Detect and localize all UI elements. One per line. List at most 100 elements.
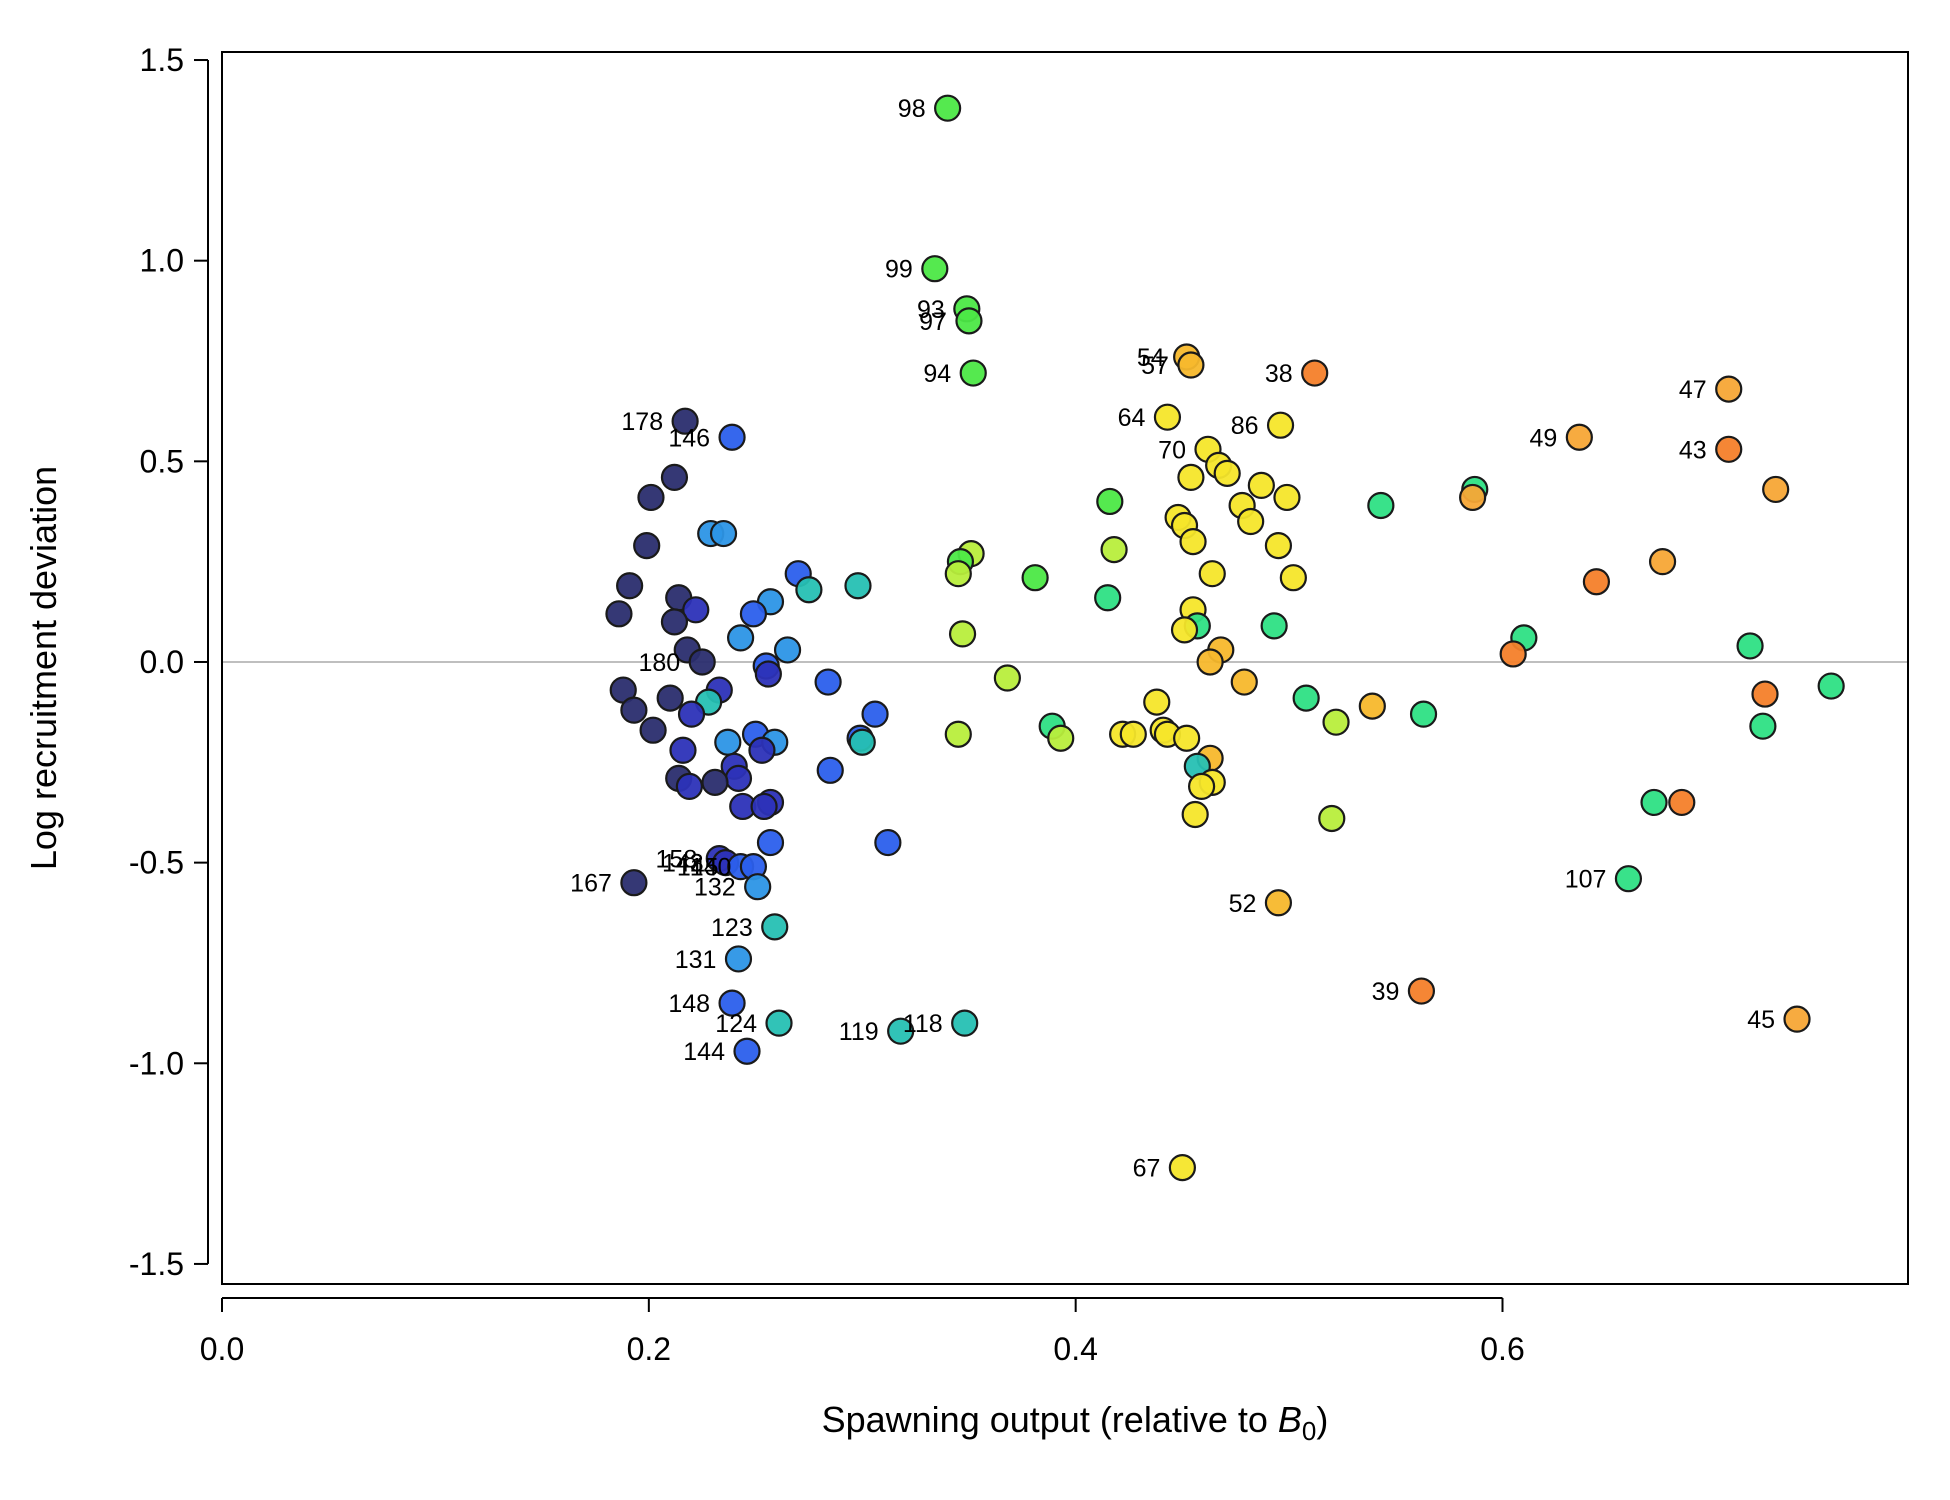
data-point bbox=[671, 407, 699, 435]
data-point bbox=[1237, 507, 1265, 536]
data-point bbox=[1170, 616, 1199, 644]
data-point bbox=[639, 716, 667, 744]
data-point bbox=[1213, 459, 1241, 487]
data-point bbox=[1499, 640, 1527, 668]
data-point bbox=[887, 1017, 915, 1045]
point-label: 52 bbox=[1229, 890, 1257, 918]
data-point bbox=[1230, 668, 1258, 696]
point-label: 167 bbox=[570, 870, 612, 898]
data-point bbox=[660, 463, 689, 491]
data-point bbox=[1648, 548, 1677, 576]
data-point bbox=[675, 772, 703, 800]
data-point bbox=[709, 519, 738, 548]
data-point bbox=[718, 423, 746, 451]
point-label: 119 bbox=[839, 1018, 879, 1046]
data-point bbox=[921, 255, 949, 283]
point-label: 99 bbox=[885, 256, 913, 284]
point-label: 178 bbox=[621, 408, 663, 436]
data-point bbox=[1153, 403, 1182, 431]
point-label: 93 bbox=[917, 296, 945, 324]
data-point bbox=[1565, 423, 1593, 451]
point-label: 86 bbox=[1231, 412, 1259, 440]
data-point bbox=[1409, 700, 1438, 728]
data-point bbox=[1047, 724, 1075, 752]
point-label: 140 bbox=[690, 854, 732, 882]
y-axis-title: Log recruitment deviation bbox=[23, 466, 64, 870]
data-point bbox=[656, 684, 684, 712]
data-point bbox=[1715, 435, 1743, 463]
data-point bbox=[756, 828, 785, 857]
point-label: 45 bbox=[1747, 1006, 1775, 1034]
data-point bbox=[1196, 648, 1224, 676]
data-point bbox=[1459, 483, 1487, 512]
data-point bbox=[637, 483, 665, 512]
point-label: 70 bbox=[1158, 436, 1186, 464]
y-tick-label: 0.5 bbox=[140, 443, 184, 479]
data-point bbox=[1173, 724, 1201, 752]
point-label: 148 bbox=[668, 990, 710, 1018]
point-label: 123 bbox=[711, 914, 753, 942]
data-point bbox=[1367, 491, 1395, 520]
data-point bbox=[1264, 889, 1293, 917]
point-label: 64 bbox=[1118, 404, 1146, 432]
data-point bbox=[701, 768, 729, 796]
data-point bbox=[1247, 471, 1275, 500]
y-tick-label: -0.5 bbox=[129, 845, 184, 881]
data-point bbox=[1266, 411, 1295, 439]
x-tick-label: 0.0 bbox=[200, 1331, 244, 1367]
point-label: 49 bbox=[1530, 424, 1558, 452]
points-layer bbox=[605, 94, 1845, 1182]
data-point bbox=[761, 913, 789, 941]
point-label: 94 bbox=[923, 360, 951, 388]
y-tick-label: 1.0 bbox=[140, 243, 184, 279]
point-label: 98 bbox=[898, 95, 926, 123]
data-point bbox=[616, 572, 644, 600]
data-point bbox=[948, 620, 977, 648]
data-point bbox=[1358, 692, 1386, 720]
data-point bbox=[718, 989, 746, 1017]
point-label: 158 bbox=[656, 846, 698, 874]
data-point bbox=[682, 596, 710, 624]
point-label: 146 bbox=[668, 424, 710, 452]
point-label: 118 bbox=[903, 1010, 943, 1038]
data-point bbox=[959, 359, 987, 387]
point-label: 67 bbox=[1133, 1155, 1161, 1183]
point-label: 124 bbox=[715, 1010, 757, 1038]
point-label: 57 bbox=[1141, 352, 1169, 380]
data-point bbox=[1640, 788, 1668, 817]
point-label: 39 bbox=[1372, 978, 1400, 1006]
data-point bbox=[1715, 375, 1743, 403]
x-axis: 0.0 0.2 0.4 0.6 bbox=[200, 1297, 1525, 1367]
data-point bbox=[1322, 708, 1350, 736]
x-tick-label: 0.4 bbox=[1053, 1331, 1097, 1367]
data-point bbox=[951, 1009, 979, 1037]
data-point bbox=[750, 792, 778, 821]
data-point bbox=[1021, 564, 1049, 592]
point-label: 43 bbox=[1679, 436, 1707, 464]
x-axis-title-text: Spawning output (relative to bbox=[822, 1399, 1278, 1440]
data-point bbox=[1096, 487, 1124, 516]
point-label: 143 bbox=[662, 850, 704, 878]
point-label: 107 bbox=[1565, 866, 1607, 894]
data-point bbox=[765, 1009, 793, 1037]
data-point bbox=[688, 648, 716, 676]
data-point bbox=[620, 696, 648, 724]
data-point bbox=[773, 636, 802, 664]
plot-frame bbox=[221, 51, 1909, 1285]
data-point bbox=[714, 728, 742, 756]
data-point bbox=[1301, 359, 1329, 387]
data-point bbox=[733, 1037, 761, 1065]
data-point bbox=[1817, 672, 1845, 700]
point-label: 144 bbox=[683, 1038, 725, 1066]
data-point bbox=[1736, 632, 1764, 660]
data-point bbox=[620, 869, 648, 897]
x-tick-label: 0.6 bbox=[1480, 1331, 1524, 1367]
point-label: 180 bbox=[638, 649, 680, 677]
data-point bbox=[1614, 865, 1643, 893]
x-axis-title: Spawning output (relative to B0) bbox=[822, 1399, 1329, 1446]
data-point bbox=[1168, 1154, 1196, 1182]
data-point bbox=[1119, 720, 1147, 748]
y-tick-label: -1.5 bbox=[129, 1246, 184, 1282]
data-point bbox=[1187, 772, 1216, 800]
